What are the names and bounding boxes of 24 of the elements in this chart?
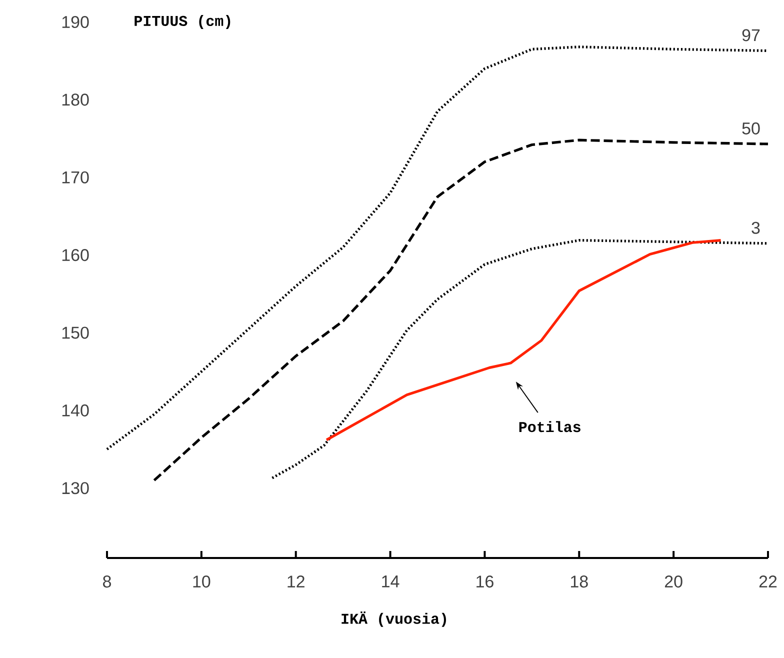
x-tick-label: 12 xyxy=(288,576,304,588)
y-tick-label: 190 xyxy=(62,16,89,28)
y-tick-label: 170 xyxy=(62,171,89,184)
line-series xyxy=(152,138,770,482)
series-label: 3 xyxy=(752,222,760,234)
x-tick-label: 14 xyxy=(382,576,400,588)
x-tick-label: 20 xyxy=(664,576,682,588)
x-tick-label: 16 xyxy=(476,576,494,588)
y-tick-label: 180 xyxy=(62,94,89,106)
y-tick-label: 140 xyxy=(62,404,89,416)
y-tick-label: 150 xyxy=(62,326,89,339)
x-tick-label: 18 xyxy=(570,576,588,588)
x-tick-label: 22 xyxy=(759,576,777,588)
x-axis-title: IKÄ (vuosia) xyxy=(342,612,446,627)
line-series xyxy=(325,238,722,442)
y-axis-title: PITUUS (cm) xyxy=(134,15,230,29)
y-tick-label: 160 xyxy=(62,249,89,262)
x-tick-label: 10 xyxy=(193,576,210,588)
y-tick-label: 130 xyxy=(62,482,89,494)
x-tick-label: 8 xyxy=(103,576,111,588)
line-series xyxy=(270,238,770,480)
annotation: Potilas xyxy=(519,421,580,432)
series-label: 97 xyxy=(742,29,760,42)
series-label: 50 xyxy=(742,122,760,134)
